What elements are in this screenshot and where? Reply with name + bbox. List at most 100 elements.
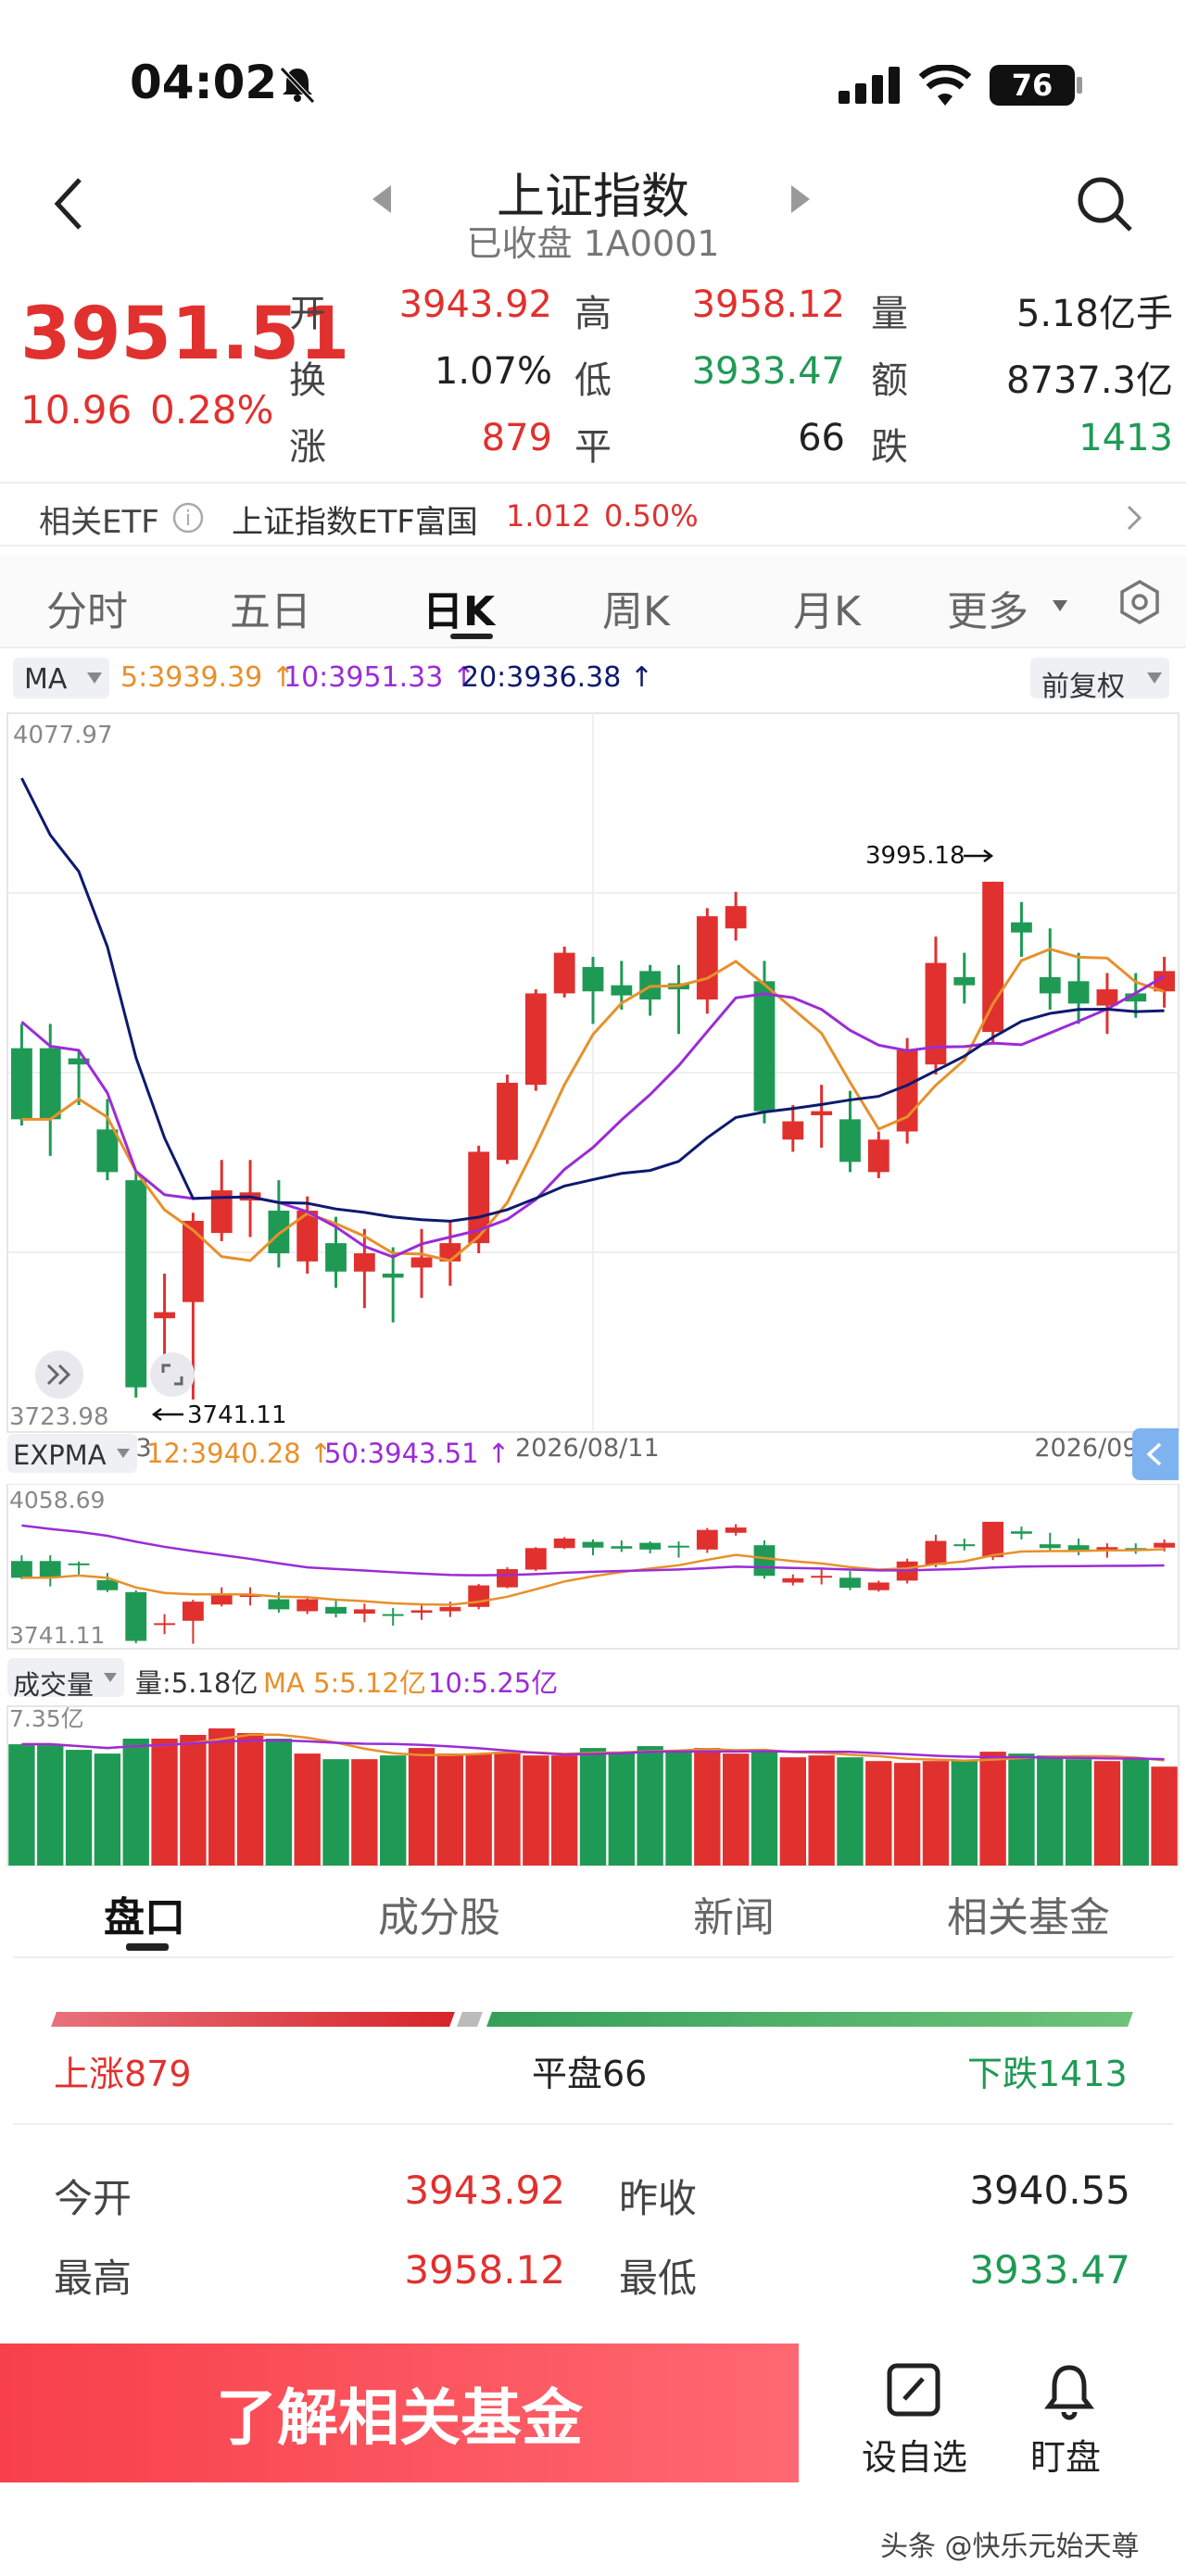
quote-panel: 3951.51 10.96 0.28% 开 3943.92 高 3958.12 量 5.1…	[0, 269, 1186, 482]
period-tabs: 分时 五日 日K 周K 月K 更多	[0, 556, 1186, 648]
candle-body	[353, 1253, 375, 1272]
volume-bar	[893, 1763, 921, 1866]
candle-body	[96, 1579, 119, 1590]
next-index-icon[interactable]	[789, 183, 812, 215]
prev-index-icon[interactable]	[371, 183, 393, 215]
candle-body	[925, 962, 947, 1065]
candlestick-chart[interactable]: 4077.973723.983995.183741.112026/07/1320…	[0, 704, 1186, 1464]
candle-body	[410, 1610, 433, 1614]
quote-label: 涨	[289, 426, 326, 469]
volume-bar	[8, 1744, 35, 1866]
candle-body	[1039, 976, 1061, 994]
signal-icon	[839, 67, 900, 104]
fast-forward-icon[interactable]	[35, 1351, 83, 1399]
etf-name: 上证指数ETF富国	[232, 504, 478, 541]
candle-body	[125, 1180, 147, 1388]
add-watchlist-button[interactable]: 设自选	[858, 2362, 969, 2482]
candle-body	[154, 1623, 175, 1626]
watermark: 头条 @快乐元始天尊	[880, 2531, 1140, 2563]
tab-period[interactable]: 更多	[947, 588, 1028, 635]
quote-label: 高	[574, 293, 612, 335]
candle-body	[210, 1190, 233, 1234]
volume-bar	[523, 1755, 549, 1866]
dropdown-caret-icon	[104, 1673, 117, 1682]
expma-select[interactable]: EXPMA	[7, 1434, 137, 1473]
ma-select[interactable]: MA	[13, 658, 109, 698]
monitor-button[interactable]: 盯盘	[1014, 2362, 1125, 2482]
candle-body	[125, 1591, 147, 1641]
price-change: 10.96	[20, 387, 132, 433]
volume-bar	[865, 1761, 892, 1866]
expma12-line	[21, 1548, 1165, 1606]
candle-body	[582, 966, 604, 992]
expand-icon[interactable]	[150, 1352, 195, 1397]
quote-value: 3958.12	[691, 283, 845, 326]
page-title: 上证指数	[496, 170, 689, 225]
quote-label: 平	[574, 426, 612, 469]
settings-icon[interactable]	[1117, 580, 1162, 624]
low-marker-arrowhead	[151, 1408, 162, 1421]
volume-bar	[180, 1734, 207, 1866]
tab-detail[interactable]: 新闻	[693, 1894, 775, 1941]
candle-body	[982, 1521, 1004, 1558]
candle-body	[410, 1257, 433, 1268]
volume-bar	[465, 1753, 492, 1866]
panel-collapse-button[interactable]	[1132, 1428, 1179, 1480]
candle-body	[382, 1273, 404, 1278]
ma10-value: 10:3951.33	[284, 661, 444, 694]
volume-chart[interactable]: 7.35亿	[0, 1701, 1186, 1869]
expma-chart[interactable]: 4058.69 3741.11	[0, 1484, 1186, 1651]
volume-bar	[1151, 1766, 1178, 1866]
tab-detail[interactable]: 相关基金	[947, 1894, 1110, 1941]
adjust-select[interactable]: 前复权	[1030, 658, 1169, 703]
ma5-value: 5:3939.39	[120, 661, 263, 694]
search-icon[interactable]	[1075, 174, 1134, 233]
tab-period[interactable]: 周K	[602, 588, 670, 635]
candle-body	[582, 1541, 604, 1548]
volume-bar	[294, 1753, 321, 1866]
nav-bar: 上证指数 已收盘 1A0001	[0, 157, 1186, 269]
back-icon[interactable]	[50, 176, 87, 232]
volume-bar	[37, 1744, 64, 1866]
candle-body	[154, 1312, 175, 1319]
ma5-legend: 5:3939.39 ↑	[120, 661, 295, 694]
candle-body	[1096, 989, 1118, 1006]
related-etf-bar[interactable]: 相关ETF i 上证指数ETF富国 1.012 0.50%	[0, 482, 1186, 547]
candle-body	[325, 1606, 347, 1615]
etf-label: 相关ETF	[39, 504, 159, 541]
volume-select-label: 成交量	[13, 1669, 95, 1701]
etf-price: 1.012	[506, 498, 591, 534]
volume-bar	[265, 1739, 293, 1866]
tab-detail[interactable]: 盘口	[104, 1894, 185, 1941]
candle-body	[1125, 993, 1147, 1002]
candle-body	[1096, 1547, 1118, 1552]
info-icon[interactable]: i	[172, 502, 204, 534]
learn-fund-button[interactable]: 了解相关基金	[0, 2344, 799, 2482]
volume-bar	[236, 1732, 264, 1866]
adjust-label: 前复权	[1041, 671, 1125, 703]
candle-body	[753, 1545, 776, 1577]
volume-select[interactable]: 成交量	[7, 1658, 124, 1701]
tab-period[interactable]: 五日	[230, 588, 311, 635]
price-change-pct: 0.28%	[150, 387, 274, 433]
breadth-down-label: 下跌1413	[967, 2054, 1128, 2094]
candle-body	[210, 1594, 233, 1605]
high-marker: 3995.18	[865, 842, 965, 870]
candle-body	[696, 1529, 718, 1550]
candle-body	[296, 1599, 319, 1612]
low-marker: 3741.11	[187, 1401, 287, 1429]
volume-bar	[665, 1752, 692, 1866]
stat-value: 3940.55	[969, 2168, 1130, 2213]
tab-period[interactable]: 分时	[46, 588, 128, 635]
tab-period[interactable]: 日K	[423, 588, 496, 635]
bell-muted-icon	[280, 67, 315, 104]
stat-label: 最高	[54, 2256, 132, 2301]
ma20-line	[20, 777, 1165, 1223]
candle-body	[68, 1563, 90, 1565]
dropdown-caret-icon	[1147, 672, 1162, 684]
expma50-value: 50:3943.51	[324, 1438, 479, 1469]
candle-body	[839, 1119, 861, 1162]
tab-detail[interactable]: 成分股	[378, 1894, 500, 1941]
chevron-right-icon[interactable]	[1125, 504, 1143, 532]
tab-period[interactable]: 月K	[793, 588, 861, 635]
